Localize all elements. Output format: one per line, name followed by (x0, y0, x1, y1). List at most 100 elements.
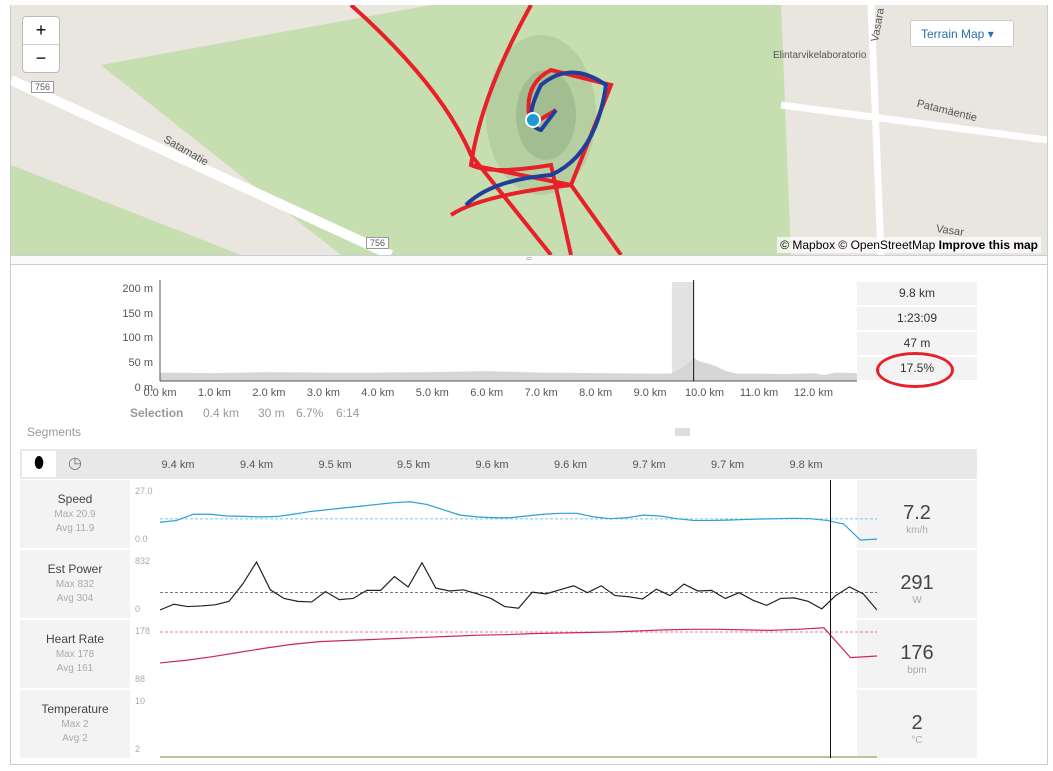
stream-value: 176 bpm (857, 620, 977, 688)
x-tick-label: 1.0 km (197, 387, 231, 399)
distance-tick: 9.8 km (789, 459, 823, 471)
value-unit: km/h (906, 525, 928, 536)
y-tick-label: 200 m (122, 283, 153, 295)
stream-label: Est Power Max 832 Avg 304 (20, 550, 130, 618)
segment-marker[interactable] (675, 428, 690, 436)
y-max-label: 178 (135, 626, 151, 636)
clock-icon[interactable]: ◷ (68, 455, 82, 472)
stat-elevation: 47 m (857, 332, 977, 355)
selection-region[interactable] (671, 282, 694, 381)
distance-tick: 9.7 km (632, 459, 666, 471)
y-min-label: 0.0 (135, 534, 148, 544)
stream-row: Temperature Max 2 Avg 2 10 2 2 °C (20, 690, 977, 758)
stream-avg: Avg 11.9 (55, 523, 95, 534)
stream-avg: Avg 161 (56, 663, 94, 674)
stat-distance: 9.8 km (857, 282, 977, 305)
stream-max: Max 832 (55, 579, 95, 590)
value-unit: W (912, 595, 922, 606)
caret-down-icon: ▾ (987, 27, 994, 41)
attribution: © Mapbox © OpenStreetMap Improve this ma… (777, 237, 1041, 253)
map-type-dropdown[interactable]: Terrain Map ▾ (910, 20, 1014, 47)
y-max-label: 10 (135, 696, 146, 706)
stream-line (159, 627, 877, 664)
y-tick-label: 0 m (134, 381, 153, 394)
stream-name: Est Power (47, 562, 103, 576)
stream-row: Heart Rate Max 178 Avg 161 178 88 176 bpm (20, 620, 977, 688)
selection-grade: 6.7% (296, 406, 324, 420)
y-min-label: 2 (135, 744, 141, 754)
stream-name: Heart Rate (45, 632, 105, 646)
attribution-text[interactable]: © Mapbox © OpenStreetMap (780, 238, 936, 252)
stream-chart[interactable] (157, 480, 877, 548)
stream-label: Speed Max 20.9 Avg 11.9 (20, 480, 130, 548)
x-tick-label: 10.0 km (684, 387, 725, 399)
stat-time: 1:23:09 (857, 307, 977, 330)
value-unit: bpm (907, 665, 927, 676)
stream-name: Temperature (41, 702, 109, 716)
x-tick-label: 7.0 km (524, 387, 558, 399)
stream-label: Temperature Max 2 Avg 2 (20, 690, 130, 758)
map-pin-icon[interactable]: ⬮ (22, 451, 56, 477)
stream-value: 7.2 km/h (857, 480, 977, 548)
distance-tick: 9.6 km (553, 459, 587, 471)
stream-max: Max 178 (55, 649, 95, 660)
map-canvas[interactable] (11, 5, 1047, 255)
stream-avg: Avg 304 (56, 593, 94, 604)
y-tick-label: 100 m (122, 332, 153, 345)
x-tick-label: 4.0 km (361, 387, 395, 399)
distance-tick: 9.7 km (710, 459, 744, 471)
zoom-control: + − (22, 16, 60, 73)
y-max-label: 27.0 (135, 486, 153, 496)
y-tick-label: 150 m (122, 307, 153, 320)
selection-climb: 30 m (258, 406, 285, 420)
selection-time: 6:14 (336, 406, 360, 420)
stream-label: Heart Rate Max 178 Avg 161 (20, 620, 130, 688)
stream-max: Max 20.9 (54, 509, 96, 520)
zoom-out-button[interactable]: − (35, 48, 47, 68)
stream-toolbar: ⬮ ◷ 9.4 km 9.4 km 9.5 km 9.5 km 9.6 km 9.6 km… (20, 449, 977, 479)
improve-map-link[interactable]: Improve this map (938, 238, 1038, 252)
x-tick-label: 2.0 km (252, 387, 286, 399)
x-tick-label: 12.0 km (793, 387, 833, 399)
distance-tick: 9.5 km (318, 459, 352, 471)
poi-label: Elintarvikelaboratorio (773, 50, 867, 61)
elevation-area (160, 357, 857, 381)
map-type-label: Terrain Map (921, 27, 985, 41)
selection-distance: 0.4 km (203, 406, 240, 420)
distance-tick: 9.6 km (475, 459, 509, 471)
y-min-label: 88 (135, 674, 146, 684)
road-number: 756 (31, 81, 55, 93)
x-tick-label: 9.0 km (633, 387, 667, 399)
stream-chart[interactable] (157, 620, 877, 688)
current-value: 2 (911, 712, 923, 734)
y-min-label: 0 (135, 604, 141, 614)
stream-chart[interactable] (157, 550, 877, 618)
value-unit: °C (911, 735, 923, 746)
x-tick-label: 0.0 km (143, 387, 177, 399)
cursor-line (830, 480, 831, 758)
track-red (349, 5, 623, 255)
stream-chart[interactable] (157, 690, 877, 758)
y-max-label: 832 (135, 556, 151, 566)
stream-line (159, 501, 877, 541)
y-tick-label: 50 m (128, 357, 153, 370)
x-tick-label: 5.0 km (415, 387, 449, 399)
grade-highlight-circle (876, 352, 954, 388)
road-number: 756 (366, 237, 390, 249)
stream-row: Speed Max 20.9 Avg 11.9 27.0 0.0 7.2 km/h (20, 480, 977, 548)
x-tick-label: 11.0 km (739, 387, 779, 399)
distance-tick: 9.5 km (396, 459, 430, 471)
stream-value: 2 °C (857, 690, 977, 758)
selection-label: Selection (130, 406, 184, 420)
resize-handle[interactable]: ═ (11, 255, 1047, 265)
segments-label: Segments (27, 425, 82, 439)
map[interactable]: Satamatie Patamäentie Elintarvikelaborat… (11, 5, 1047, 255)
stream-max: Max 2 (61, 719, 89, 730)
elevation-chart[interactable] (0, 270, 860, 390)
x-tick-label: 3.0 km (306, 387, 340, 399)
stream-line (159, 560, 877, 611)
current-value: 291 (900, 572, 934, 594)
position-marker (525, 112, 541, 128)
x-tick-label: 8.0 km (579, 387, 613, 399)
zoom-in-button[interactable]: + (23, 17, 59, 45)
